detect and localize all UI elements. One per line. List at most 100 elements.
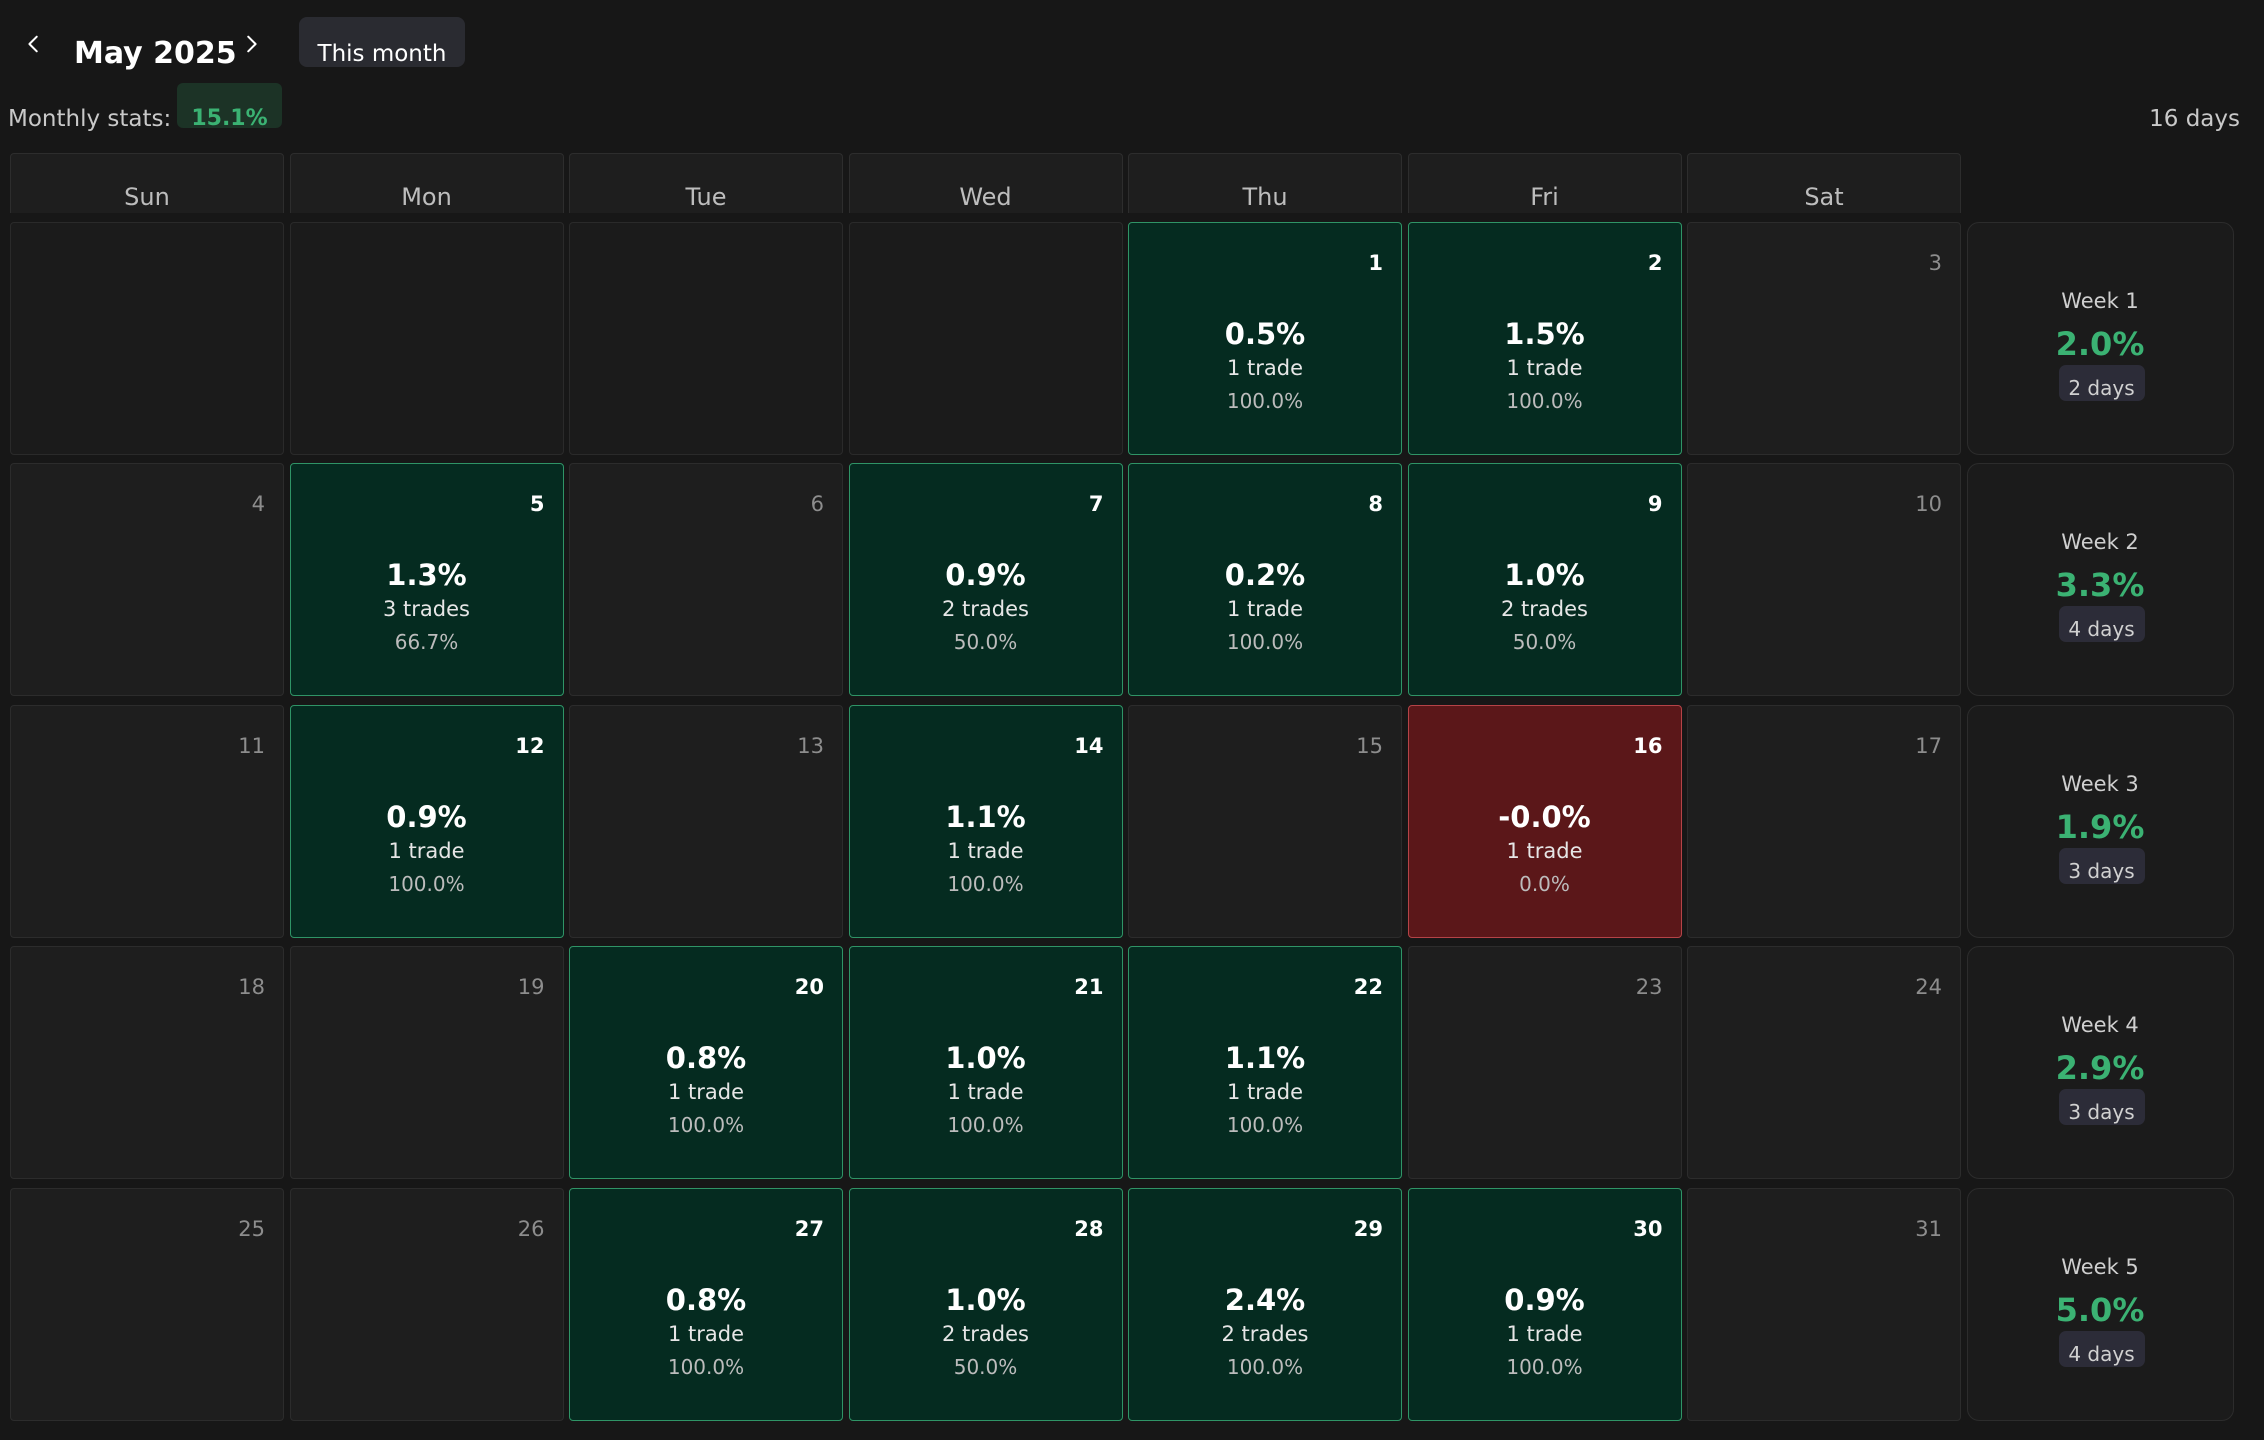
day-win-rate: 100.0%: [1506, 1354, 1583, 1379]
weekday-label: Mon: [401, 183, 452, 211]
day-number: 14: [1074, 733, 1104, 758]
day-win-rate: 100.0%: [947, 1113, 1024, 1137]
calendar-day-cell[interactable]: 25: [10, 1187, 284, 1421]
calendar-header: May 2025 This month Monthly stats: 15.1%…: [0, 0, 2264, 150]
next-month-button[interactable]: [229, 22, 273, 66]
day-pnl-percent: 2.4%: [1224, 1282, 1306, 1317]
day-number: 16: [1633, 733, 1663, 758]
day-win-rate: 100.0%: [667, 1113, 745, 1137]
day-win-rate: 100.0%: [1226, 1354, 1304, 1379]
day-win-rate: 50.0%: [1512, 630, 1577, 654]
calendar-grid: Sun Mon Tue Wed Thu Fri Sat 1 0.5% 1 trade…: [10, 153, 2234, 1421]
week-days-badge: 4 days: [2058, 606, 2145, 642]
chevron-right-icon: [247, 35, 257, 53]
week-summary-card: Week 4 2.9% 3 days: [1966, 946, 2234, 1179]
day-number: 11: [238, 733, 265, 758]
day-number: 23: [1635, 975, 1663, 999]
day-trade-count: 3 trades: [383, 597, 470, 621]
calendar-day-cell[interactable]: 13: [569, 704, 843, 938]
calendar-day-cell[interactable]: 5 1.3% 3 trades 66.7%: [289, 463, 564, 696]
day-trade-count: 1 trade: [1226, 1080, 1304, 1104]
day-number: 8: [1368, 492, 1383, 516]
day-trade-count: 1 trade: [1506, 838, 1583, 863]
calendar-day-cell[interactable]: 8 0.2% 1 trade 100.0%: [1128, 463, 1402, 696]
day-number: 26: [517, 1216, 545, 1241]
day-win-rate: 100.0%: [667, 1354, 745, 1379]
monthly-stats-value: 15.1%: [191, 106, 268, 131]
day-win-rate: 100.0%: [1506, 388, 1583, 413]
day-win-rate: 100.0%: [947, 871, 1024, 896]
calendar-day-cell[interactable]: 16 -0.0% 1 trade 0.0%: [1407, 704, 1682, 938]
calendar-day-cell[interactable]: 17: [1687, 704, 1961, 938]
day-number: 22: [1353, 975, 1383, 999]
calendar-day-cell[interactable]: 29 2.4% 2 trades 100.0%: [1128, 1187, 1402, 1421]
day-number: 28: [1074, 1216, 1104, 1241]
day-number: 19: [517, 975, 545, 999]
weekday-label: Sat: [1804, 183, 1844, 211]
day-pnl-percent: 0.5%: [1224, 316, 1306, 351]
calendar-day-cell[interactable]: 21 1.0% 1 trade 100.0%: [848, 946, 1123, 1179]
day-pnl-percent: 0.8%: [665, 1041, 747, 1075]
week-summary-card: Week 5 5.0% 4 days: [1966, 1187, 2234, 1421]
day-trade-count: 1 trade: [947, 1080, 1024, 1104]
day-trade-count: 2 trades: [942, 597, 1029, 621]
calendar-day-cell[interactable]: 3: [1687, 221, 1961, 455]
day-pnl-percent: 1.1%: [1224, 1041, 1306, 1075]
week-days-badge: 4 days: [2058, 1330, 2145, 1367]
week-pnl-percent: 5.0%: [2055, 1290, 2145, 1329]
calendar-day-cell[interactable]: 18: [10, 946, 284, 1179]
calendar-day-cell[interactable]: 22 1.1% 1 trade 100.0%: [1128, 946, 1402, 1179]
day-number: 17: [1915, 733, 1942, 758]
calendar-day-cell[interactable]: 2 1.5% 1 trade 100.0%: [1407, 221, 1682, 455]
week-label: Week 2: [2061, 530, 2139, 554]
day-number: 3: [1928, 250, 1942, 275]
day-number: 13: [797, 733, 824, 758]
day-number: 20: [794, 975, 824, 999]
calendar-day-cell[interactable]: 30 0.9% 1 trade 100.0%: [1407, 1187, 1682, 1421]
week-summary-card: Week 1 2.0% 2 days: [1966, 221, 2234, 455]
day-number: 21: [1074, 975, 1104, 999]
week-label: Week 4: [2061, 1013, 2139, 1037]
calendar-day-cell[interactable]: 7 0.9% 2 trades 50.0%: [848, 463, 1123, 696]
weekday-header-sun: Sun: [10, 153, 284, 213]
calendar-day-cell[interactable]: 14 1.1% 1 trade 100.0%: [848, 704, 1123, 938]
calendar-day-cell[interactable]: 19: [289, 946, 564, 1179]
calendar-day-cell[interactable]: 15: [1128, 704, 1402, 938]
calendar-day-cell[interactable]: 9 1.0% 2 trades 50.0%: [1407, 463, 1682, 696]
day-pnl-percent: 1.1%: [945, 799, 1026, 834]
calendar-day-cell[interactable]: 24: [1687, 946, 1961, 1179]
day-number: 15: [1356, 733, 1383, 758]
calendar-day-cell[interactable]: 12 0.9% 1 trade 100.0%: [289, 704, 564, 938]
day-pnl-percent: 1.3%: [386, 558, 467, 592]
monthly-stats-label: Monthly stats:: [8, 106, 172, 132]
this-month-label: This month: [317, 41, 447, 67]
day-win-rate: 50.0%: [953, 630, 1018, 654]
this-month-button[interactable]: This month: [299, 17, 465, 67]
calendar-day-cell[interactable]: 6: [569, 463, 843, 696]
calendar-day-cell[interactable]: 4: [10, 463, 284, 696]
month-title: May 2025: [74, 36, 237, 71]
weekday-label: Thu: [1242, 183, 1288, 211]
calendar-day-cell[interactable]: 27 0.8% 1 trade 100.0%: [569, 1187, 843, 1421]
calendar-day-cell[interactable]: 28 1.0% 2 trades 50.0%: [848, 1187, 1123, 1421]
calendar-day-cell[interactable]: 11: [10, 704, 284, 938]
prev-month-button[interactable]: [12, 22, 56, 66]
day-number: 30: [1633, 1216, 1663, 1241]
calendar-day-cell[interactable]: 10: [1687, 463, 1961, 696]
day-pnl-percent: 0.9%: [1504, 1282, 1585, 1317]
week-days-badge: 3 days: [2058, 847, 2145, 884]
calendar-day-cell[interactable]: 26: [289, 1187, 564, 1421]
day-number: 2: [1647, 250, 1663, 275]
calendar-day-cell[interactable]: 23: [1407, 946, 1682, 1179]
calendar-day-cell[interactable]: 1 0.5% 1 trade 100.0%: [1128, 221, 1402, 455]
day-pnl-percent: 1.0%: [945, 1282, 1026, 1317]
day-number: 29: [1353, 1216, 1383, 1241]
week-label: Week 1: [2061, 288, 2139, 313]
day-number: 10: [1915, 492, 1942, 516]
day-win-rate: 50.0%: [953, 1354, 1018, 1379]
day-number: 5: [529, 492, 545, 516]
calendar-day-cell[interactable]: 20 0.8% 1 trade 100.0%: [569, 946, 843, 1179]
day-trade-count: 1 trade: [1506, 1321, 1583, 1346]
calendar-day-cell[interactable]: 31: [1687, 1187, 1961, 1421]
day-trade-count: 2 trades: [1501, 597, 1588, 621]
